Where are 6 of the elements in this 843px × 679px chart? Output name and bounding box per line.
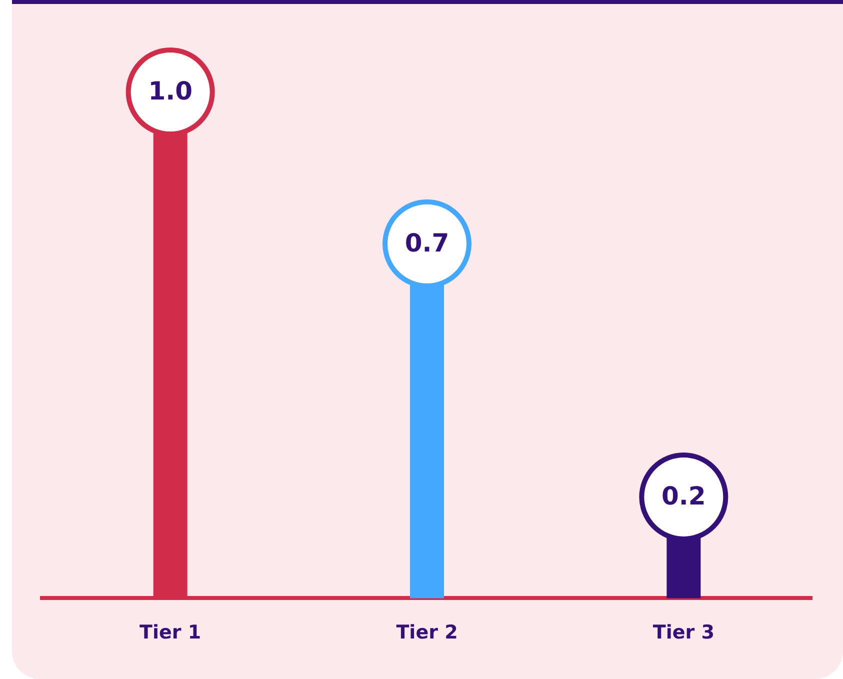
x-tick-label: Tier 1 (140, 622, 202, 644)
x-tick-label: Tier 2 (396, 622, 458, 644)
data-label: 1.0 (148, 76, 192, 106)
data-label: 0.7 (404, 228, 450, 258)
data-label: 0.2 (662, 481, 706, 510)
x-tick-label: Tier 3 (652, 622, 714, 644)
